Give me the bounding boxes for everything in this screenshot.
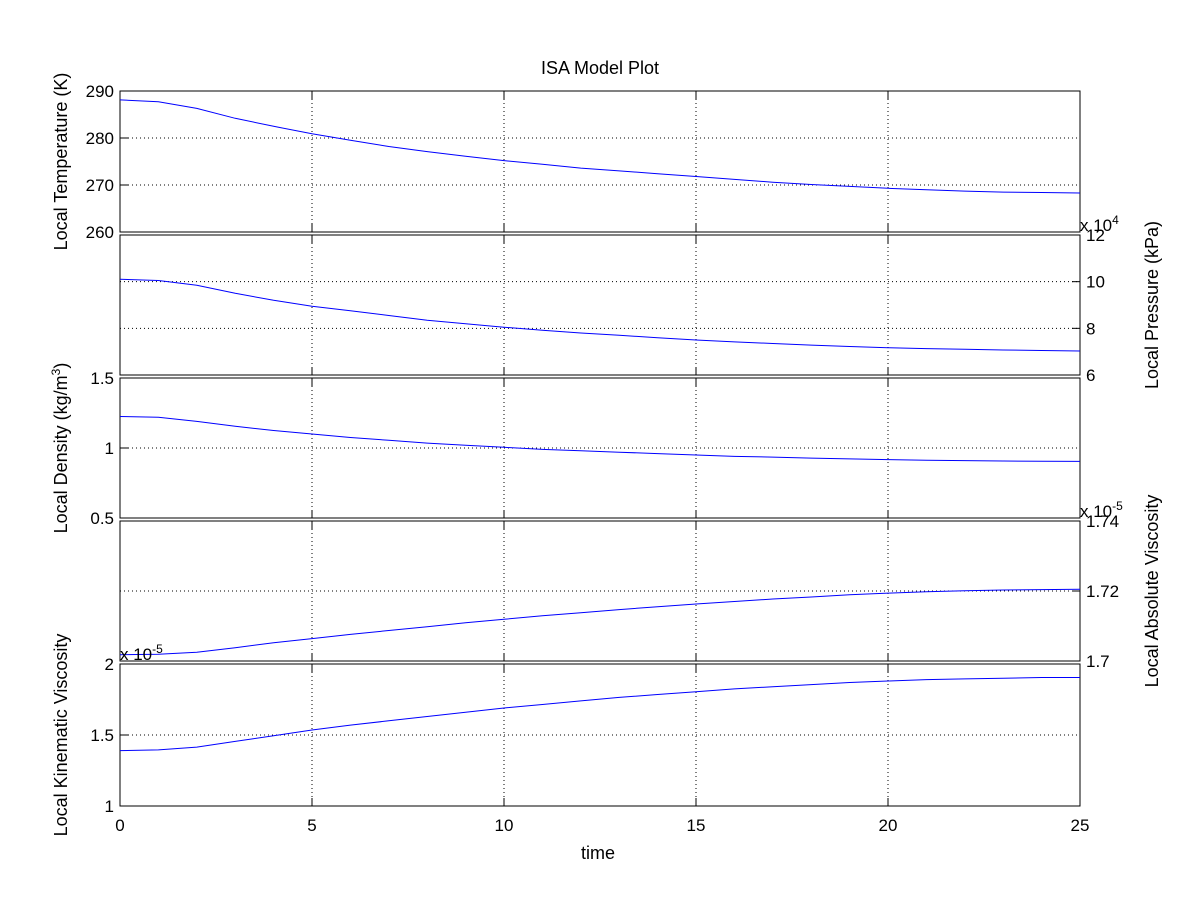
panel-1: 260 270 280 290 Local Temperature (K): [51, 73, 1081, 251]
panel-5-exponent-label: x 10-5: [120, 642, 163, 664]
panel-1-ytick-label: 290: [86, 82, 114, 101]
panel-2-exponent-label: x 104: [1080, 213, 1119, 235]
panel-3-ytick-label: 1.5: [90, 369, 114, 388]
panel-3-ytick-label: 1: [105, 439, 114, 458]
panel-4-ytick-label: 1.72: [1086, 582, 1119, 601]
panel-2-ytick-label: 8: [1086, 319, 1095, 338]
panel-3-ytick-label: 0.5: [90, 509, 114, 528]
panel-1-ytick-label: 260: [86, 223, 114, 242]
panel-5-ytick-label: 2: [105, 655, 114, 674]
x-axis-layer: 0 5 10 15 20 25: [115, 816, 1089, 835]
panel-3: 0.5 1 1.5 Local Density (kg/m3): [49, 363, 1081, 534]
x-tick-label: 5: [307, 816, 316, 835]
panel-4-series-line: [119, 588, 1081, 656]
panel-2: 6 8 10 12 Local Pressure (kPa) x 104: [119, 213, 1162, 389]
panel-2-series-line: [119, 278, 1081, 352]
panel-1-frame: [119, 90, 1081, 233]
panel-5-ytick-label: 1.5: [90, 726, 114, 745]
x-tick-label: 25: [1071, 816, 1090, 835]
x-tick-label: 15: [687, 816, 706, 835]
panel-2-frame: [119, 234, 1081, 376]
panel-2-ylabel: Local Pressure (kPa): [1142, 221, 1162, 389]
x-tick-label: 0: [115, 816, 124, 835]
panel-3-ylabel: Local Density (kg/m3): [49, 363, 71, 534]
chart-title: ISA Model Plot: [541, 58, 659, 78]
panel-1-series-line: [119, 99, 1081, 194]
panel-2-ytick-label: 10: [1086, 273, 1105, 292]
panel-4-exponent-label: x 10-5: [1080, 499, 1123, 521]
panel-5: 1 1.5 2 Local Kinematic Viscosity x 10-5: [51, 634, 1081, 837]
panel-1-ytick-label: 280: [86, 129, 114, 148]
panel-1-ytick-label: 270: [86, 176, 114, 195]
panel-1-ylabel: Local Temperature (K): [51, 73, 71, 251]
panel-5-series-line: [119, 677, 1080, 752]
panel-5-ylabel: Local Kinematic Viscosity: [51, 634, 71, 837]
panel-2-ytick-label: 12: [1086, 226, 1105, 245]
panel-4-ytick-label: 1.74: [1086, 512, 1119, 531]
panel-4: 1.7 1.72 1.74 Local Absolute Viscosity x 10-…: [119, 495, 1162, 688]
panel-2-ytick-label: 6: [1086, 366, 1095, 385]
panel-4-ylabel: Local Absolute Viscosity: [1142, 495, 1162, 688]
panel-3-series-line: [119, 416, 1081, 462]
x-tick-label: 20: [879, 816, 898, 835]
panel-4-frame: [119, 520, 1081, 662]
panel-4-ytick-label: 1.7: [1086, 652, 1110, 671]
panel-3-frame: [119, 377, 1081, 519]
panel-5-frame: [119, 663, 1081, 807]
panel-5-ytick-label: 1: [105, 797, 114, 816]
x-axis-label: time: [581, 843, 615, 863]
x-tick-label: 10: [495, 816, 514, 835]
